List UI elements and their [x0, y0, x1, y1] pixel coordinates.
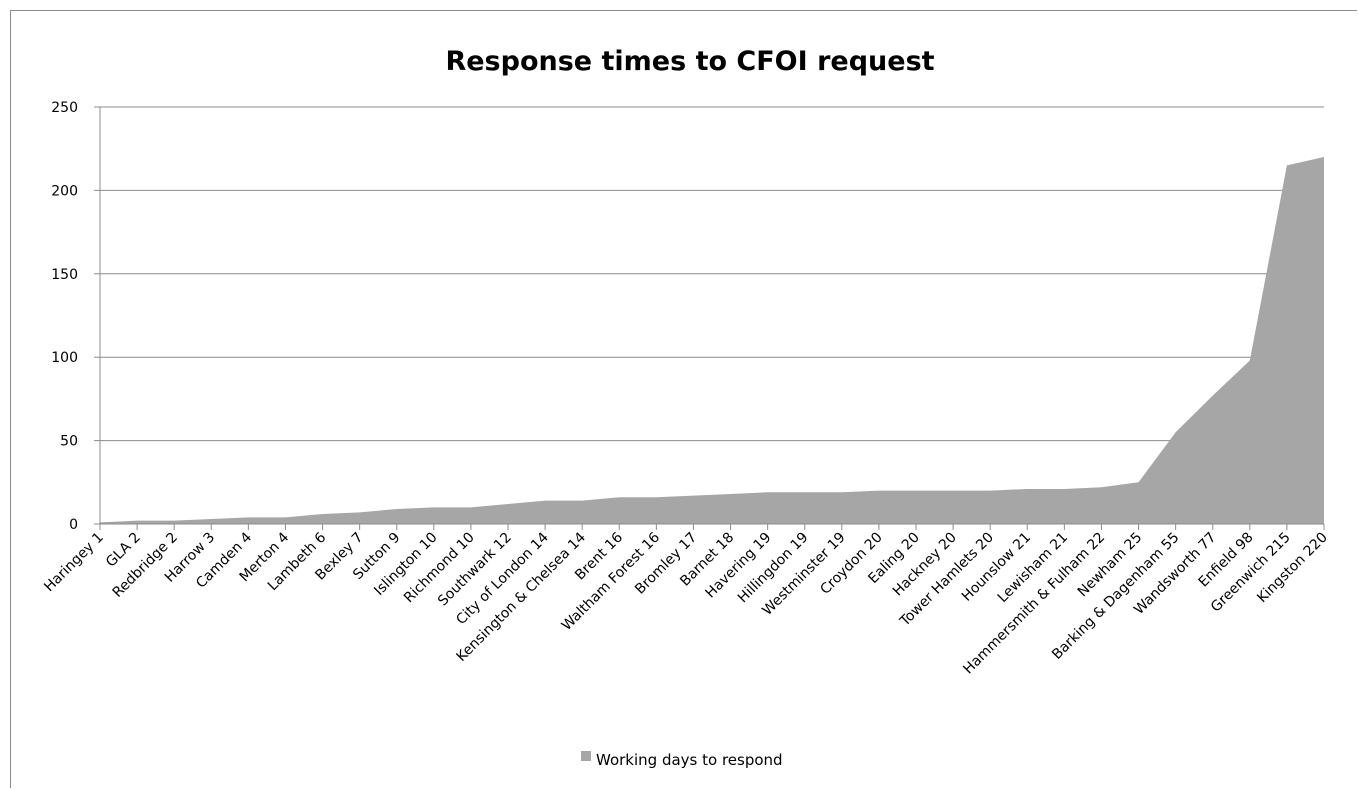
y-tick-label: 250: [51, 100, 78, 116]
gridlines: [100, 106, 1324, 442]
axes: [94, 106, 1325, 530]
series-layer: [99, 157, 1325, 525]
y-tick-label: 100: [51, 350, 78, 366]
y-tick-label: 50: [60, 434, 78, 450]
chart-frame: [10, 10, 1357, 788]
legend: Working days to respond: [581, 751, 783, 769]
x-tick-label: Haringey 1: [41, 530, 107, 596]
y-axis-tick-labels: 0 50 100 150 200 250: [51, 100, 78, 533]
y-tick-label: 0: [69, 517, 78, 533]
y-tick-label: 150: [51, 267, 78, 283]
legend-label: Working days to respond: [596, 751, 783, 769]
series-area: [100, 157, 1324, 525]
legend-swatch: [581, 751, 591, 761]
chart-title: Response times to CFOI request: [445, 46, 934, 77]
y-tick-label: 200: [51, 183, 78, 199]
